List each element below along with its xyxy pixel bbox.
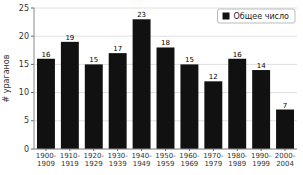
x-tick	[141, 149, 142, 151]
data-label: 17	[113, 45, 122, 53]
x-tick	[117, 149, 118, 151]
x-tick-label-line: 1929	[85, 160, 103, 168]
x-tick-label-line: 2000-	[275, 152, 296, 160]
legend-swatch	[223, 13, 230, 20]
bar	[180, 64, 198, 149]
data-label: 15	[185, 56, 194, 64]
x-tick-label: 2000-2004	[275, 152, 296, 168]
grid-line	[34, 8, 297, 9]
x-tick-label: 1900-1909	[36, 152, 57, 168]
bar	[37, 59, 55, 149]
x-tick	[261, 149, 262, 151]
x-tick-label-line: 1989	[228, 160, 246, 168]
data-label: 12	[209, 73, 218, 81]
x-tick-label-line: 1950-	[155, 152, 176, 160]
y-tick-label: 5	[24, 116, 29, 125]
chart: 0 5 10 15 20 25 16 19 15 17 23 18 15 12 16 14 7 1900-1909…	[0, 0, 303, 175]
legend-box	[218, 9, 295, 23]
x-tick-label: 1950-1959	[155, 152, 176, 168]
bar	[204, 81, 222, 149]
x-tick-label: 1910-1919	[60, 152, 81, 168]
x-tick	[45, 149, 46, 151]
x-tick	[165, 149, 166, 151]
x-tick-label-line: 2004	[276, 160, 294, 168]
data-label: 16	[233, 51, 242, 59]
data-label: 23	[137, 11, 146, 19]
x-tick-label-line: 1990-	[251, 152, 272, 160]
y-axis	[34, 8, 35, 149]
x-tick-label-line: 1939	[109, 160, 127, 168]
x-tick-label-line: 1949	[133, 160, 151, 168]
x-tick-label-line: 1960-	[179, 152, 200, 160]
bar	[109, 53, 127, 149]
x-tick-label: 1990-1999	[251, 152, 272, 168]
x-tick-label: 1930-1939	[108, 152, 129, 168]
y-tick-label: 0	[24, 145, 29, 154]
y-tick-label: 15	[19, 60, 29, 69]
x-tick-label: 1940-1949	[131, 152, 152, 168]
bar	[157, 47, 175, 149]
y-tick-label: 20	[19, 32, 29, 41]
x-tick-label-line: 1959	[157, 160, 175, 168]
x-tick-label-line: 1969	[180, 160, 198, 168]
data-label: 16	[41, 51, 50, 59]
x-tick-label-line: 1930-	[108, 152, 129, 160]
x-tick-label: 1960-1969	[179, 152, 200, 168]
y-tick-label: 25	[19, 4, 29, 13]
x-tick	[213, 149, 214, 151]
bar	[228, 59, 246, 149]
x-tick-label: 1970-1979	[203, 152, 224, 168]
data-label: 19	[65, 34, 74, 42]
x-tick	[189, 149, 190, 151]
data-label: 18	[161, 39, 170, 47]
x-tick-label: 1920-1929	[84, 152, 105, 168]
x-tick	[237, 149, 238, 151]
x-tick	[285, 149, 286, 151]
bar	[133, 19, 151, 149]
data-label: 15	[89, 56, 98, 64]
bar	[276, 110, 294, 149]
bar	[252, 70, 270, 149]
legend-label: Общее число	[234, 12, 290, 21]
x-tick-label-line: 1910-	[60, 152, 81, 160]
y-tick-label: 10	[19, 88, 29, 97]
x-tick-label-line: 1900-	[36, 152, 57, 160]
bar	[61, 42, 79, 149]
bars	[37, 19, 294, 149]
x-tick-label-line: 1940-	[131, 152, 152, 160]
data-label: 7	[283, 102, 287, 110]
bar	[85, 64, 103, 149]
x-tick-label-line: 1909	[37, 160, 55, 168]
legend: Общее число	[218, 9, 295, 23]
x-tick-label-line: 1980-	[227, 152, 248, 160]
x-tick-label-line: 1920-	[84, 152, 105, 160]
y-axis-label: # ураганов	[2, 54, 11, 102]
x-tick-label-line: 1970-	[203, 152, 224, 160]
data-label: 14	[257, 62, 266, 70]
x-tick	[69, 149, 70, 151]
x-tick-label-line: 1919	[61, 160, 79, 168]
x-tick-label: 1980-1989	[227, 152, 248, 168]
x-tick-label-line: 1999	[252, 160, 270, 168]
x-tick	[93, 149, 94, 151]
x-tick-label-line: 1979	[204, 160, 222, 168]
